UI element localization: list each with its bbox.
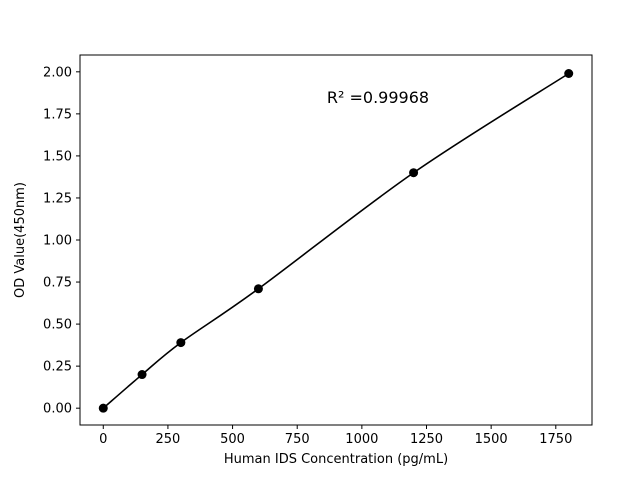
x-tick-label: 1250 — [410, 432, 443, 447]
x-axis-label: Human IDS Concentration (pg/mL) — [224, 452, 448, 467]
y-tick-label: 1.75 — [43, 107, 72, 122]
x-tick-label: 750 — [285, 432, 310, 447]
x-tick-label: 1750 — [539, 432, 572, 447]
y-tick-label: 0.75 — [43, 276, 72, 291]
data-point — [176, 338, 186, 348]
y-axis-label: OD Value(450nm) — [13, 182, 28, 298]
y-tick-label: 0.50 — [43, 318, 72, 333]
x-tick-label: 1500 — [475, 432, 508, 447]
y-tick-label: 1.50 — [43, 149, 72, 164]
data-point — [253, 284, 263, 294]
y-tick-label: 1.00 — [43, 234, 72, 249]
data-point — [137, 370, 147, 380]
y-tick-label: 0.25 — [43, 360, 72, 375]
data-point — [98, 403, 108, 413]
x-tick-label: 500 — [220, 432, 245, 447]
y-tick-label: 1.25 — [43, 191, 72, 206]
x-tick-label: 0 — [99, 432, 107, 447]
y-tick-label: 0.00 — [43, 402, 72, 417]
x-tick-label: 1000 — [345, 432, 378, 447]
y-tick-label: 2.00 — [43, 65, 72, 80]
x-tick-label: 250 — [156, 432, 181, 447]
data-point — [409, 168, 419, 178]
annotation-r2: R² =0.99968 — [327, 88, 429, 107]
data-point — [564, 69, 574, 78]
